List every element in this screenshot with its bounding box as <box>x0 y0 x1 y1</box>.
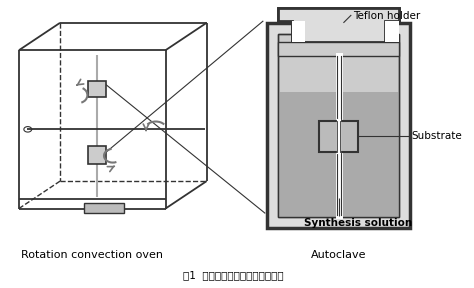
Bar <box>278 42 399 56</box>
Text: Autoclave: Autoclave <box>311 250 366 260</box>
Text: Substrate: Substrate <box>412 131 463 141</box>
Bar <box>292 21 305 42</box>
Bar <box>319 121 358 152</box>
Bar <box>292 21 385 42</box>
Bar <box>88 146 106 164</box>
Bar <box>278 34 399 217</box>
Text: 图1  合成分子筛膜的动态合成装置: 图1 合成分子筛膜的动态合成装置 <box>182 270 283 280</box>
Text: Synthesis solution: Synthesis solution <box>304 218 412 228</box>
Text: Teflon holder: Teflon holder <box>353 11 420 21</box>
Bar <box>267 23 410 228</box>
Bar <box>84 203 124 213</box>
Bar <box>88 82 106 97</box>
Bar <box>278 34 399 217</box>
Text: Rotation convection oven: Rotation convection oven <box>21 250 163 260</box>
Polygon shape <box>278 8 399 42</box>
Bar <box>278 8 399 21</box>
Bar <box>385 21 399 42</box>
Bar <box>278 92 399 217</box>
